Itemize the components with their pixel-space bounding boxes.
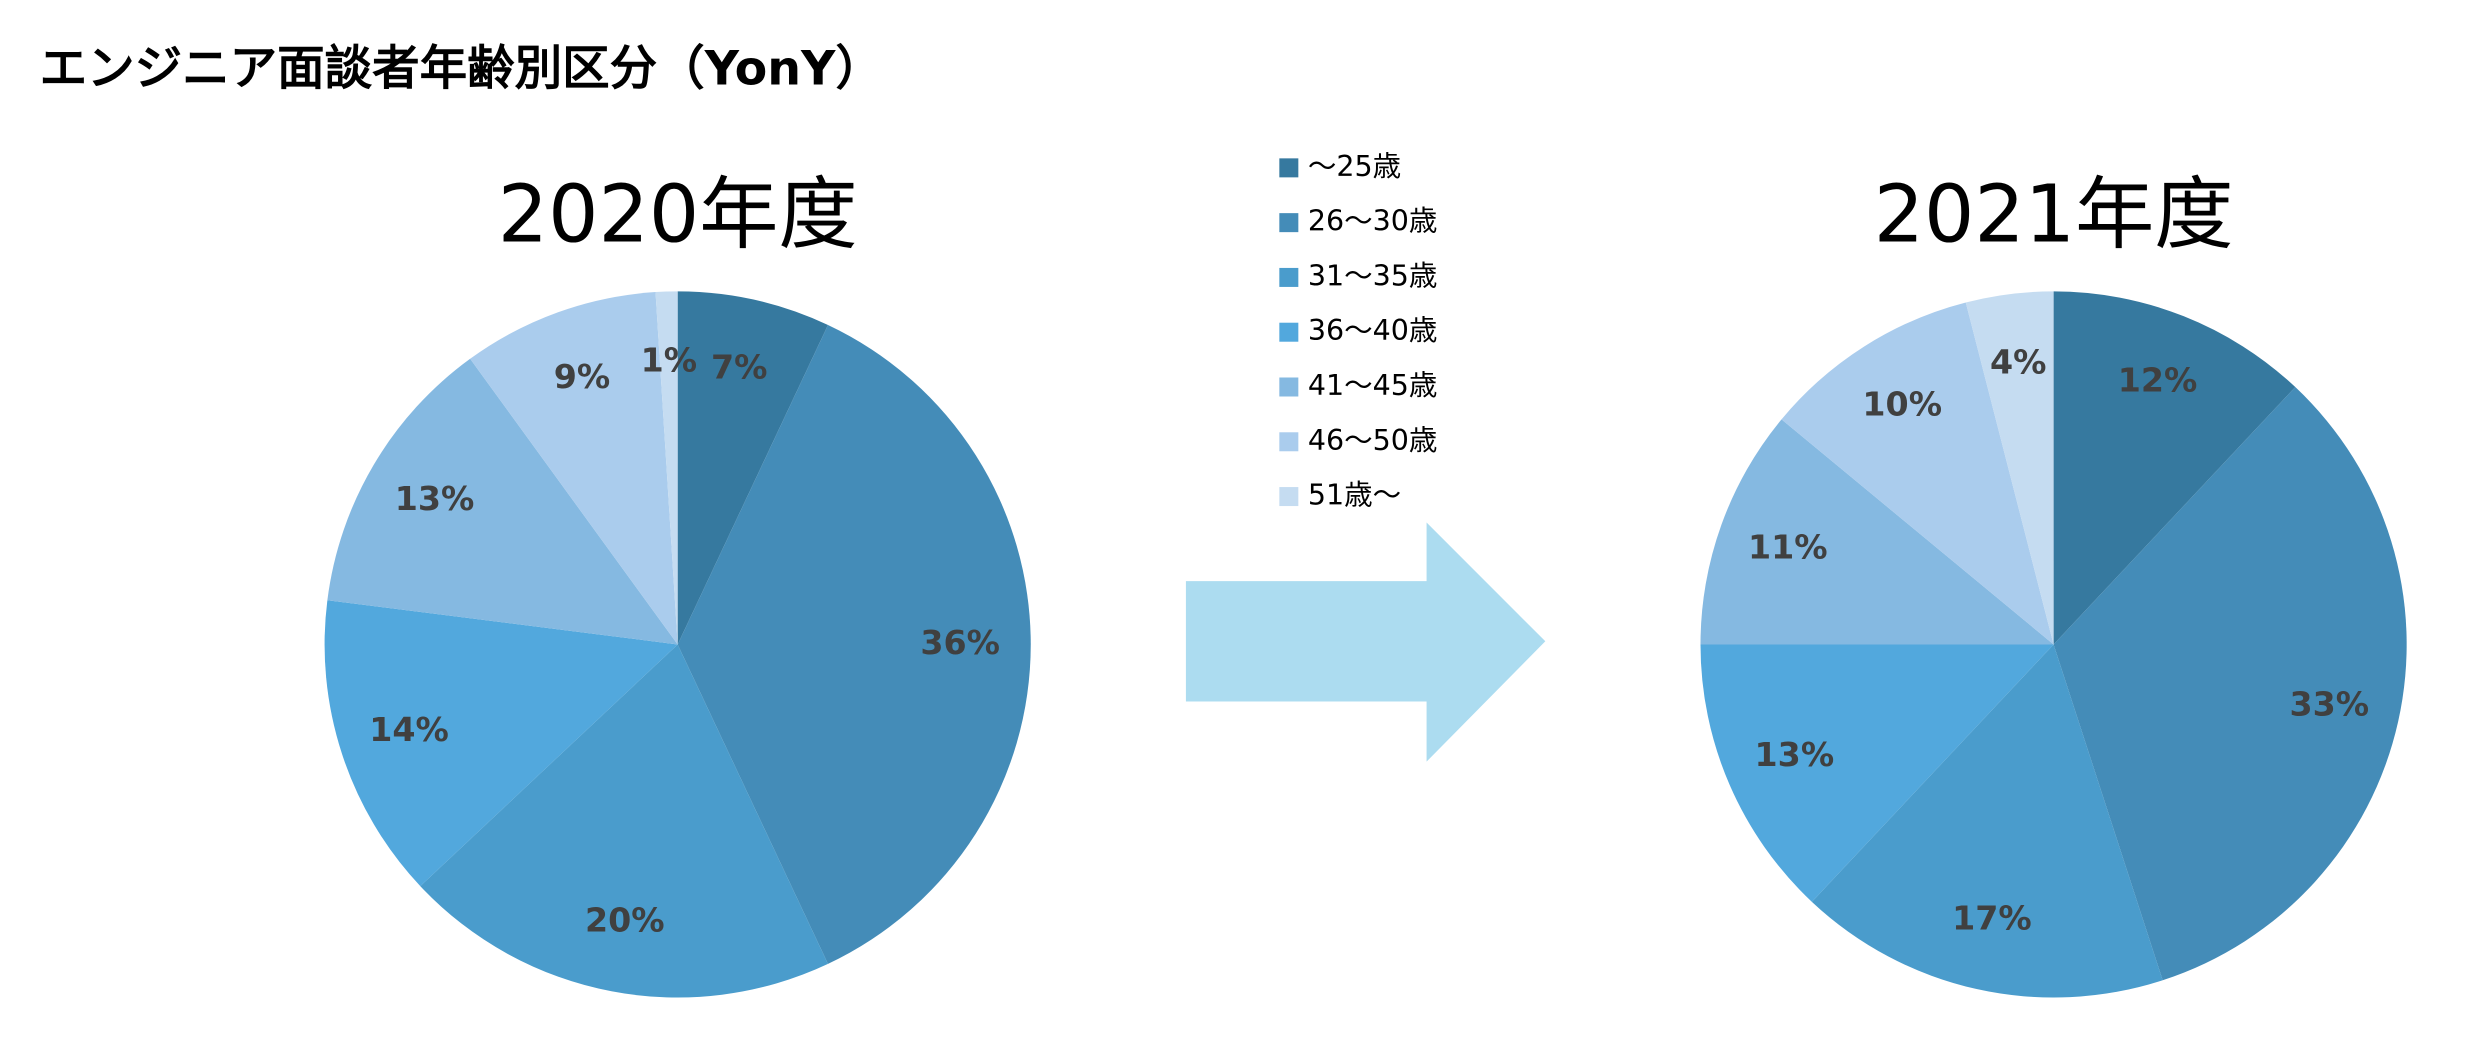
legend-swatch [1279, 322, 1299, 342]
slice-label: 10% [1862, 384, 1942, 423]
arrow [1185, 522, 1546, 762]
slice-label: 33% [2289, 685, 2369, 724]
pie-slice [2053, 387, 2407, 981]
pie-slice [677, 291, 829, 645]
legend-text: 26～30歳 [1308, 205, 1438, 238]
legend-swatch [1279, 432, 1299, 452]
slice-label: 36% [920, 623, 1000, 662]
slice-label: 7% [711, 347, 767, 386]
slice-label: 13% [1755, 735, 1835, 774]
pie-slice [1700, 644, 2054, 902]
charts: 2020年度 7% 36% 20% 14% 13% 9% 1% ～25歳 26～30歳 31～35歳… [324, 150, 2407, 998]
slice-label: 12% [2118, 360, 2198, 399]
pie-slice [2053, 291, 2296, 645]
pie-slice [1811, 644, 2163, 998]
legend-swatch [1279, 487, 1299, 507]
pie-slice [470, 292, 678, 645]
pie-slice [1965, 291, 2054, 645]
page-title: エンジニア面談者年齢別区分（YonY） [40, 41, 883, 96]
legend-swatch [1279, 377, 1299, 397]
legend-text: 36～40歳 [1308, 314, 1438, 347]
pie-slice [677, 324, 1031, 964]
legend-text: 31～35歳 [1308, 259, 1438, 292]
slice-label: 17% [1952, 899, 2032, 938]
slice-label: 1% [641, 341, 697, 380]
legend-swatch [1279, 213, 1299, 233]
slice-label: 13% [395, 479, 475, 518]
slice-label: 9% [554, 357, 610, 396]
pie-title: 2020年度 [498, 169, 858, 261]
slice-label: 20% [585, 900, 665, 939]
pie-slice [1700, 419, 2054, 645]
legend-text: 41～45歳 [1308, 369, 1438, 402]
pie-slice [1781, 302, 2054, 645]
pie-slice [327, 358, 678, 645]
legend-swatch [1279, 158, 1299, 178]
pie-slice [655, 291, 678, 645]
slice-label: 14% [369, 710, 449, 749]
pie-slice [324, 600, 678, 887]
legend-text: 51歳～ [1308, 479, 1401, 512]
slice-label: 11% [1748, 527, 1828, 566]
slice-label: 4% [1990, 343, 2046, 382]
legend-text: 46～50歳 [1308, 424, 1438, 457]
legend-text: ～25歳 [1308, 150, 1401, 183]
legend-swatch [1279, 267, 1299, 287]
pie-title: 2021年度 [1874, 169, 2234, 261]
pie-slice [420, 644, 829, 998]
